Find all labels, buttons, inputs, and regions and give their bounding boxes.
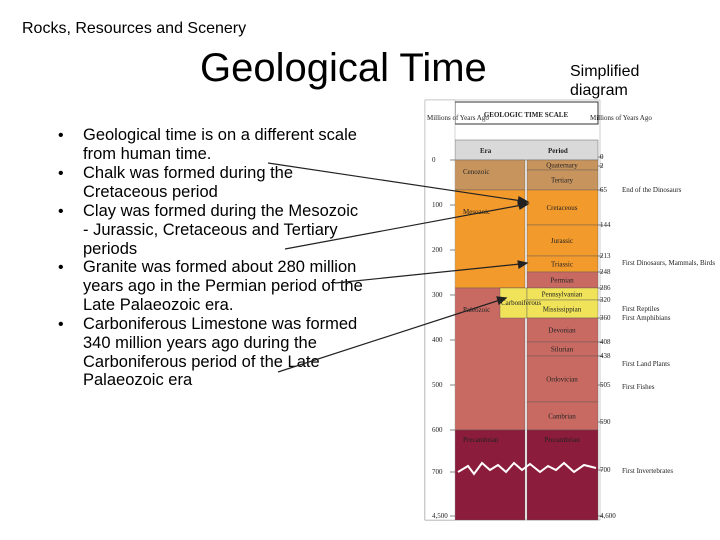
- unconformity-line: [457, 461, 597, 476]
- arrow: [267, 162, 523, 202]
- column-header: [454, 139, 599, 161]
- arrowhead: [496, 296, 508, 306]
- period-label: Quaternary: [546, 162, 578, 170]
- right-tick-label: 700: [600, 466, 611, 474]
- arrowhead: [517, 260, 529, 269]
- event-label: First Amphibians: [622, 314, 671, 322]
- bullet-text: Granite was formed about 280 million yea…: [83, 258, 363, 314]
- bullet-marker: •: [58, 165, 64, 182]
- bullet-text: Chalk was formed during the Cretaceous p…: [83, 164, 294, 201]
- left-tick-label: 600: [432, 426, 443, 434]
- carboniferous-band: [499, 287, 528, 319]
- right-tick-label: 505: [600, 381, 611, 389]
- carboniferous-label: Carboniferous: [501, 299, 541, 307]
- right-tick-label: 213: [600, 252, 611, 260]
- right-tick-label: 590: [600, 418, 611, 426]
- title: Geological Time: [200, 46, 487, 90]
- right-tick-label: 286: [600, 284, 611, 292]
- arrow: [277, 299, 501, 373]
- left-tick-label: 300: [432, 291, 443, 299]
- arrowhead: [517, 201, 530, 210]
- left-axis-band: [424, 99, 456, 521]
- period-band: [526, 224, 599, 257]
- period-label: Triassic: [551, 261, 573, 269]
- right-tick-label: 144: [600, 221, 611, 229]
- period-label: Tertiary: [551, 177, 574, 185]
- right-tick-label: 2: [600, 162, 604, 170]
- right-tick-label: 248: [600, 268, 611, 276]
- event-label: First Reptiles: [622, 305, 660, 313]
- period-label: Cretaceous: [546, 204, 577, 212]
- right-header: Millions of Years Ago: [590, 114, 652, 122]
- era-label: Paleozoic: [463, 306, 490, 314]
- period-label: Ordovician: [546, 376, 578, 384]
- period-band: [526, 189, 599, 226]
- header: Rocks, Resources and Scenery: [22, 20, 247, 37]
- right-tick-label: 360: [600, 314, 611, 322]
- period-label: Devonian: [548, 327, 576, 335]
- event-label: First Invertebrates: [622, 467, 673, 475]
- right-tick-label: 320: [600, 296, 611, 304]
- period-label: Cambrian: [548, 413, 576, 421]
- left-tick-label: 700: [432, 468, 443, 476]
- right-tick-label: 4,600: [600, 512, 616, 520]
- period-label: Permian: [550, 277, 574, 285]
- bullet-marker: •: [58, 259, 64, 276]
- bullet-marker: •: [58, 316, 64, 333]
- bullet-text: Geological time is on a different scale …: [83, 126, 357, 163]
- left-tick-label: 100: [432, 201, 443, 209]
- period-band: [526, 429, 599, 521]
- era-label: Precambrian: [463, 436, 499, 444]
- event-label: First Land Plants: [622, 360, 670, 368]
- period-label: Pennsylvanian: [542, 291, 583, 299]
- era-label: Cenozoic: [463, 168, 489, 176]
- bullet-text: Carboniferous Limestone was formed 340 m…: [83, 315, 358, 390]
- event-label: End of the Dinosaurs: [622, 186, 682, 194]
- right-tick-label: 408: [600, 338, 611, 346]
- side-label: Simplified diagram: [570, 63, 640, 99]
- period-band: [526, 355, 599, 403]
- left-header: Millions of Years Ago: [427, 114, 489, 122]
- period-label: Jurassic: [551, 237, 573, 245]
- bullet-marker: •: [58, 127, 64, 144]
- event-label: First Fishes: [622, 383, 655, 391]
- arrow: [334, 263, 521, 284]
- left-tick-label: 0: [432, 156, 436, 164]
- arrow: [284, 204, 523, 250]
- left-tick-label: 200: [432, 246, 443, 254]
- diagram-title: GEOLOGIC TIME SCALE: [484, 111, 569, 119]
- period-label: Mississippian: [543, 306, 582, 314]
- left-tick-label: 500: [432, 381, 443, 389]
- period-label: Silurian: [551, 346, 574, 354]
- bullet-text: Clay was formed during the Mesozoic - Ju…: [83, 202, 359, 258]
- left-tick-label: 4,500: [432, 512, 448, 520]
- bullet-marker: •: [58, 203, 64, 220]
- event-label: First Dinosaurs, Mammals, Birds: [622, 259, 715, 267]
- right-tick-label: 65: [600, 186, 608, 194]
- period-band: [526, 317, 599, 343]
- left-tick-label: 400: [432, 336, 443, 344]
- period-label: Precambrian: [544, 436, 580, 444]
- right-tick-label: 0: [600, 153, 604, 161]
- era-label: Mesozoic: [463, 208, 490, 216]
- era-header: Era: [480, 147, 492, 155]
- period-header: Period: [548, 147, 568, 155]
- right-tick-label: 438: [600, 352, 611, 360]
